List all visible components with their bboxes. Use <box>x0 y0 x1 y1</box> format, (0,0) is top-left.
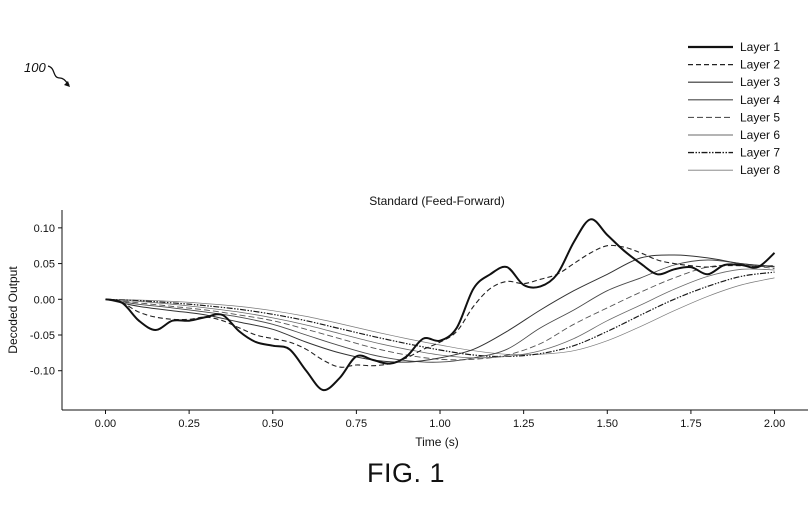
legend-entry-label: Layer 6 <box>740 128 780 142</box>
x-axis-label: Time (s) <box>415 435 459 449</box>
chart-title: Standard (Feed-Forward) <box>369 194 504 208</box>
legend-entry-label: Layer 8 <box>740 163 780 177</box>
legend-entry-label: Layer 7 <box>740 146 780 160</box>
legend-entry-label: Layer 3 <box>740 75 780 89</box>
x-tick-label: 1.75 <box>680 418 701 430</box>
series-line-layer-7 <box>105 271 775 358</box>
x-tick-label: 1.25 <box>513 418 534 430</box>
series-layer <box>105 218 776 392</box>
legend-entry-label: Layer 4 <box>740 93 780 107</box>
chart-axes: 0.00 0.25 0.50 0.75 1.00 1.25 1.50 1.75 2.00 -0.1… <box>30 210 808 430</box>
series-line-layer-5 <box>105 264 775 361</box>
y-tick-label: 0.10 <box>34 223 55 235</box>
x-tick-label: 0.00 <box>95 418 116 430</box>
series-line-layer-4 <box>105 259 775 363</box>
series-line-layer-8 <box>105 277 775 356</box>
legend-entry-label: Layer 5 <box>740 110 780 124</box>
x-tick-label: 1.50 <box>597 418 618 430</box>
x-tick-label: 0.50 <box>262 418 283 430</box>
x-tick-label: 0.25 <box>178 418 199 430</box>
y-tick-label: -0.10 <box>30 366 55 378</box>
series-line-layer-1 <box>105 218 776 392</box>
reference-numeral: 100 <box>24 60 46 75</box>
y-axis-label: Decoded Output <box>6 266 20 354</box>
series-line-layer-6 <box>105 268 775 359</box>
legend: Layer 1 Layer 2 Layer 3 Layer 4 Layer 5 Layer… <box>688 40 780 177</box>
figure-label: FIG. 1 <box>366 458 445 488</box>
y-tick-label: -0.05 <box>30 330 55 342</box>
legend-entry-label: Layer 2 <box>740 58 780 72</box>
series-line-layer-3 <box>105 254 775 363</box>
series-line-layer-2 <box>105 244 775 368</box>
x-tick-label: 1.00 <box>429 418 450 430</box>
x-tick-label: 0.75 <box>346 418 367 430</box>
y-tick-label: 0.05 <box>34 259 55 271</box>
x-tick-label: 2.00 <box>764 418 785 430</box>
legend-entry-label: Layer 1 <box>740 40 780 54</box>
reference-arrow-icon <box>47 65 70 87</box>
y-tick-label: 0.00 <box>34 294 55 306</box>
